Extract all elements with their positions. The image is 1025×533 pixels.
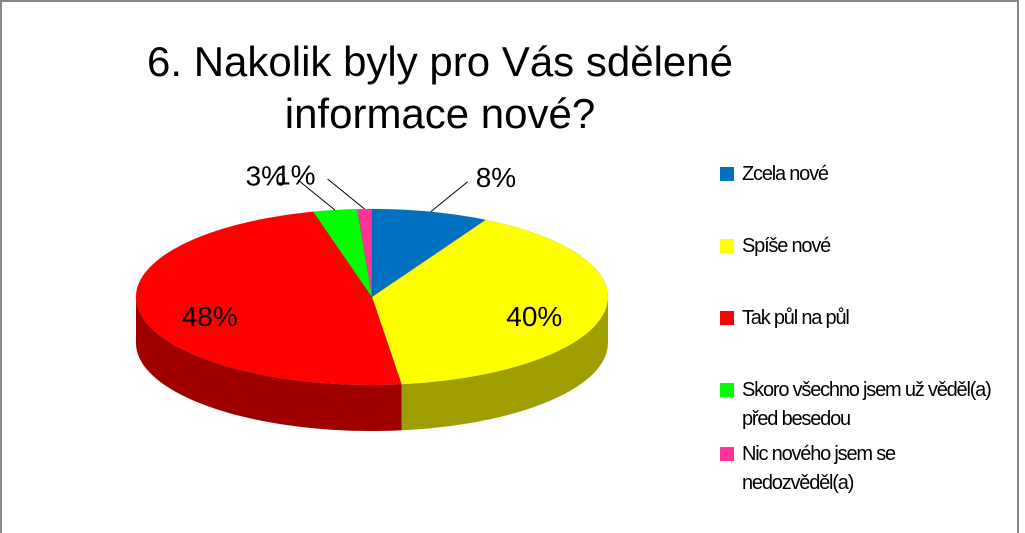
data-label: 1% (275, 159, 315, 190)
legend-item: Nic nového jsem se nedozvěděl(a) (720, 440, 1005, 498)
legend-swatch (720, 239, 734, 253)
leader-line (327, 178, 365, 210)
legend-swatch (720, 447, 734, 461)
slice (356, 208, 373, 298)
data-label: 8% (476, 162, 516, 193)
data-label: 48% (182, 301, 238, 332)
leader-line (430, 181, 469, 213)
legend-label: Tak půl na půl (742, 307, 850, 329)
leader-line (297, 179, 336, 211)
legend-item: Skoro všechno jsem už věděl(a) před bese… (720, 376, 1005, 434)
legend-item: Zcela nové (720, 160, 1005, 189)
legend-item: Tak půl na půl (720, 304, 1005, 333)
data-label: 3% (246, 160, 286, 191)
legend-item: Spíše nové (720, 232, 1005, 261)
chart-title: 6. Nakolik byly pro Vás sdělené informac… (147, 38, 733, 137)
slice-side (401, 297, 608, 431)
legend-swatch (720, 311, 734, 325)
legend-swatch (720, 167, 734, 181)
legend-label: Nic nového jsem se nedozvěděl(a) (742, 443, 896, 494)
legend-swatch (720, 383, 734, 397)
slice (312, 208, 373, 298)
data-label: 40% (506, 301, 562, 332)
slice (135, 211, 402, 386)
legend-label: Skoro všechno jsem už věděl(a) před bese… (742, 379, 992, 430)
legend-label: Spíše nové (742, 235, 831, 257)
slice-side (136, 297, 402, 431)
slice (371, 219, 609, 385)
legend-label: Zcela nové (742, 163, 829, 185)
